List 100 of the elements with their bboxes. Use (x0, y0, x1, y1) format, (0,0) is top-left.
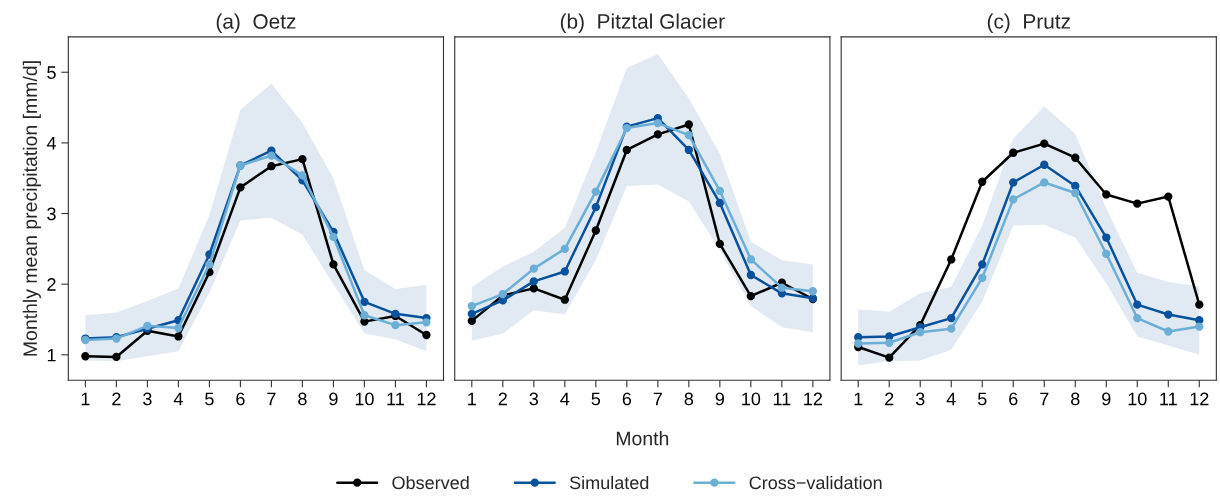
x-tick-label: 10 (742, 392, 761, 406)
x-tick-label: 1 (81, 392, 90, 406)
chart-title: (a) Oetz (216, 13, 296, 33)
x-tick-label: 8 (1071, 392, 1080, 406)
point (529, 284, 538, 293)
point (329, 232, 338, 241)
point (591, 203, 600, 212)
point (329, 260, 338, 269)
point (684, 120, 694, 129)
point (1102, 249, 1111, 258)
y-tick-label: 1 (47, 348, 56, 362)
point (1040, 160, 1049, 169)
x-tick-label: 9 (715, 392, 725, 406)
legend-label: Simulated (569, 475, 649, 490)
point (885, 338, 894, 347)
point (360, 311, 369, 320)
point (560, 295, 569, 304)
y-tick-label: 4 (46, 137, 56, 150)
x-tick-label: 10 (1128, 392, 1147, 406)
x-tick-label: 10 (355, 392, 374, 406)
x-tick-label: 1 (468, 392, 476, 406)
point (1164, 310, 1173, 319)
legend-label: Cross−validation (749, 475, 882, 490)
point (591, 226, 600, 235)
point (947, 313, 956, 323)
x-tick-label: 5 (977, 392, 987, 406)
point (560, 267, 569, 276)
x-tick-label: 4 (173, 392, 183, 406)
x-tick-label: 3 (915, 392, 925, 406)
point (1195, 322, 1204, 331)
x-tick-label: 11 (1160, 392, 1177, 406)
point (684, 145, 694, 155)
x-tick-label: 9 (1102, 392, 1111, 406)
point (715, 186, 725, 196)
point (529, 264, 538, 273)
y-tick-label: 5 (47, 66, 56, 79)
point (916, 328, 925, 337)
x-tick-label: 8 (298, 392, 307, 406)
x-tick-label: 6 (1009, 392, 1018, 406)
point (1102, 190, 1111, 199)
point (1164, 192, 1173, 201)
point (653, 118, 662, 128)
x-tick-label: 2 (112, 392, 121, 406)
point (1195, 300, 1204, 309)
point (1071, 188, 1080, 198)
point (978, 177, 987, 186)
point (1133, 300, 1142, 309)
point (1133, 199, 1142, 208)
chart-title: (b) Pitztal Glacier (560, 13, 725, 33)
point (746, 270, 756, 280)
x-tick-label: 2 (885, 392, 894, 406)
point (422, 318, 431, 327)
point (391, 320, 400, 330)
point (684, 130, 694, 140)
point (267, 151, 276, 160)
x-tick-label: 7 (1040, 392, 1049, 406)
point (777, 283, 787, 292)
x-tick-label: 3 (529, 392, 539, 406)
x-tick-label: 2 (498, 392, 507, 406)
point (653, 130, 662, 139)
point (854, 339, 863, 348)
point (112, 352, 121, 362)
point (174, 323, 183, 333)
point (422, 330, 431, 340)
point (947, 255, 956, 264)
x-tick-label: 11 (387, 392, 404, 406)
y-tick-label: 3 (47, 207, 56, 221)
x-tick-label: 6 (622, 392, 632, 406)
x-tick-label: 1 (854, 392, 863, 406)
point (947, 324, 956, 333)
point (1009, 195, 1018, 204)
x-tick-label: 5 (591, 392, 601, 406)
y-axis-title: Monthly mean precipitation [mm/d] (22, 61, 41, 356)
point (267, 162, 276, 171)
x-tick-label: 8 (684, 392, 694, 406)
x-tick-label: 6 (236, 392, 245, 406)
point (1164, 327, 1173, 336)
x-tick-label: 12 (417, 392, 436, 406)
point (591, 187, 600, 196)
x-tick-label: 11 (773, 392, 791, 406)
x-tick-label: 7 (653, 392, 662, 406)
point (205, 260, 214, 269)
x-tick-label: 7 (267, 392, 276, 406)
point (978, 260, 987, 269)
x-axis-title: Month (616, 431, 669, 446)
point (1133, 313, 1142, 323)
point (1071, 153, 1080, 162)
legend-label: Observed (392, 475, 469, 490)
point (808, 287, 818, 296)
point (1040, 178, 1049, 187)
point (467, 301, 476, 311)
point (1102, 233, 1111, 242)
x-tick-label: 9 (329, 392, 338, 406)
point (885, 353, 894, 362)
x-tick-label: 12 (1190, 392, 1209, 406)
point (467, 309, 476, 318)
point (715, 198, 725, 208)
point (622, 145, 631, 155)
point (81, 352, 90, 361)
point (1009, 178, 1018, 187)
